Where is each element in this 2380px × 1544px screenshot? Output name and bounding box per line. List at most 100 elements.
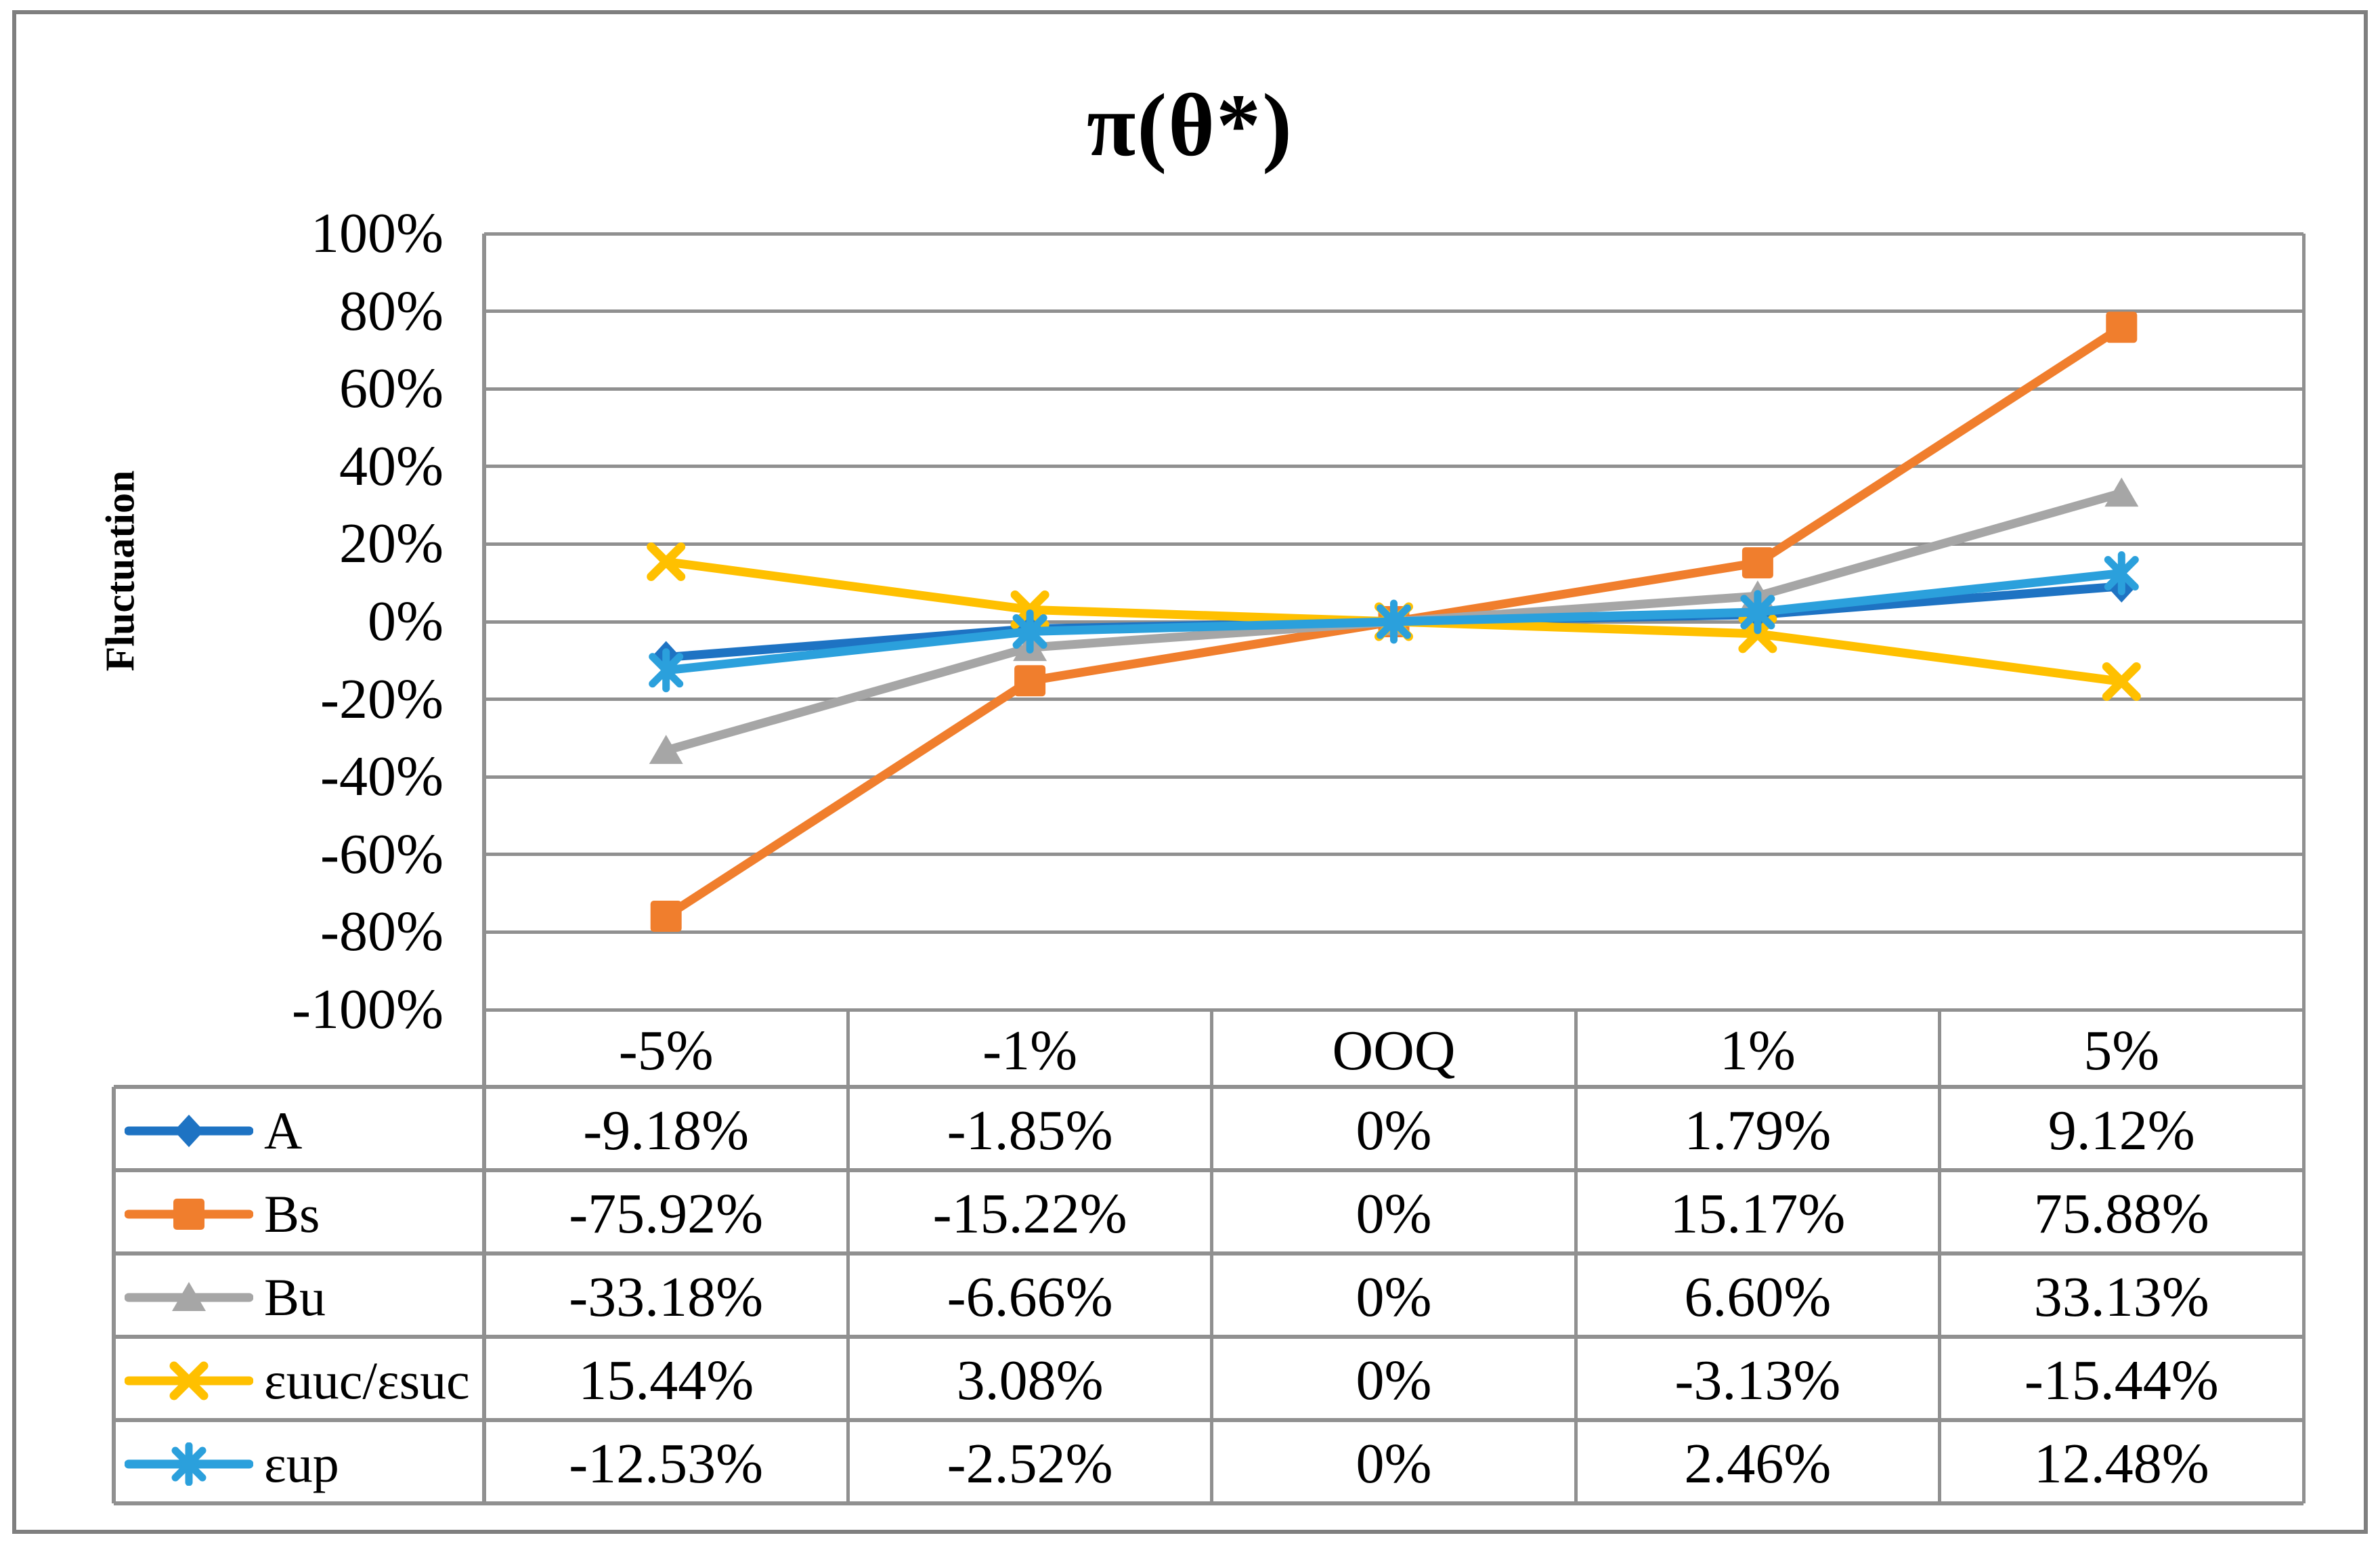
chart-outer-border [12, 10, 2368, 1534]
table-border-line [1938, 1010, 1942, 1503]
table-value-cell: 9.12% [2048, 1098, 2195, 1162]
table-value-cell: 33.13% [2033, 1265, 2209, 1329]
table-value-cell: -15.44% [2024, 1348, 2219, 1412]
chart-title: π(θ*) [1086, 75, 1294, 175]
table-value-cell: -1.85% [947, 1098, 1113, 1162]
table-value-cell: -6.66% [947, 1265, 1113, 1329]
table-value-cell: -15.22% [932, 1182, 1127, 1245]
series-marker-square [173, 1198, 204, 1230]
gridline [114, 1501, 2303, 1505]
y-axis-tick-label: -60% [320, 822, 443, 886]
legend-item-εuuc/εsuc: εuuc/εsuc [125, 1350, 470, 1411]
table-value-cell: 2.46% [1684, 1432, 1832, 1495]
table-value-cell: 12.48% [2033, 1432, 2209, 1495]
table-value-cell: -2.52% [947, 1432, 1113, 1495]
legend-label: A [264, 1100, 303, 1160]
table-header-cell: 5% [2083, 1019, 2160, 1082]
y-axis-tick-label: 40% [339, 434, 443, 498]
y-axis-tick-label: 0% [368, 590, 443, 653]
table-value-cell: -33.18% [569, 1265, 764, 1329]
series-marker-asterisk [1377, 599, 1411, 644]
table-value-cell: -12.53% [569, 1432, 764, 1495]
series-marker-asterisk [1012, 609, 1047, 653]
table-border-line [1574, 1010, 1578, 1503]
gridline [484, 930, 2303, 934]
series-marker-square [650, 901, 682, 932]
gridline [484, 387, 2303, 391]
table-value-cell: 1.79% [1684, 1098, 1832, 1162]
series-marker-square [2106, 312, 2138, 343]
legend-label: Bs [264, 1184, 320, 1243]
series-marker-square [1741, 547, 1773, 579]
table-header-cell: 1% [1719, 1019, 1796, 1082]
legend-label: Bu [264, 1267, 326, 1327]
legend-item-Bs: Bs [125, 1184, 320, 1245]
table-value-cell: 0% [1356, 1182, 1432, 1245]
y-axis-tick-label: 100% [311, 202, 443, 265]
y-axis-tick-label: -40% [320, 745, 443, 809]
table-border-line [482, 234, 486, 1503]
table-value-cell: 15.44% [578, 1348, 754, 1412]
table-value-cell: 6.60% [1684, 1265, 1832, 1329]
y-axis-tick-label: 20% [339, 512, 443, 576]
gridline [484, 465, 2303, 469]
table-value-cell: 0% [1356, 1265, 1432, 1329]
gridline [114, 1168, 2303, 1172]
y-axis-tick-label: 80% [339, 279, 443, 343]
gridline [114, 1418, 2303, 1422]
table-value-cell: 0% [1356, 1348, 1432, 1412]
table-value-cell: 75.88% [2033, 1182, 2209, 1245]
y-axis-tick-label: -20% [320, 667, 443, 731]
legend-item-Bu: Bu [125, 1267, 326, 1328]
legend-label: εup [264, 1434, 339, 1493]
series-marker-diamond [174, 1114, 204, 1147]
gridline [114, 1251, 2303, 1256]
table-value-cell: -9.18% [583, 1098, 750, 1162]
table-header-cell: -5% [618, 1019, 714, 1082]
table-value-cell: 3.08% [956, 1348, 1104, 1412]
series-marker-x [2102, 662, 2141, 701]
y-axis-tick-label: -100% [292, 978, 443, 1041]
gridline [114, 1085, 2303, 1089]
series-marker-triangle [2104, 477, 2139, 507]
legend-item-A: A [125, 1100, 302, 1161]
legend-marker-sample [125, 1114, 253, 1147]
table-border-line [1210, 1010, 1214, 1503]
series-marker-asterisk [2104, 551, 2139, 595]
legend-marker-sample [125, 1442, 253, 1486]
series-marker-asterisk [171, 1442, 207, 1486]
gridline [484, 542, 2303, 546]
table-header-cell: OOQ [1332, 1019, 1456, 1082]
series-marker-x [169, 1361, 209, 1400]
gridline [484, 1008, 2303, 1012]
table-value-cell: -75.92% [569, 1182, 764, 1245]
series-marker-triangle [649, 735, 683, 765]
legend-marker-sample [125, 1361, 253, 1400]
table-border-line [112, 1087, 116, 1503]
series-marker-asterisk [649, 648, 684, 693]
legend-marker-sample [125, 1198, 253, 1230]
gridline [484, 232, 2303, 236]
gridline [484, 775, 2303, 779]
y-axis-tick-label: 60% [339, 357, 443, 421]
legend-item-εup: εup [125, 1434, 339, 1495]
legend-label: εuuc/εsuc [264, 1350, 470, 1410]
table-border-line [846, 1010, 850, 1503]
gridline [114, 1335, 2303, 1339]
series-marker-triangle [172, 1281, 206, 1311]
legend-marker-sample [125, 1281, 253, 1311]
table-header-cell: -1% [982, 1019, 1078, 1082]
y-axis-tick-label: -80% [320, 900, 443, 964]
table-value-cell: 15.17% [1670, 1182, 1846, 1245]
gridline [484, 853, 2303, 857]
table-border-line [2301, 234, 2306, 1503]
gridline [484, 698, 2303, 702]
series-marker-asterisk [1740, 590, 1775, 635]
table-value-cell: 0% [1356, 1098, 1432, 1162]
series-marker-x [647, 542, 686, 582]
series-marker-square [1014, 665, 1046, 697]
table-value-cell: -3.13% [1674, 1348, 1841, 1412]
gridline [484, 309, 2303, 314]
table-value-cell: 0% [1356, 1432, 1432, 1495]
